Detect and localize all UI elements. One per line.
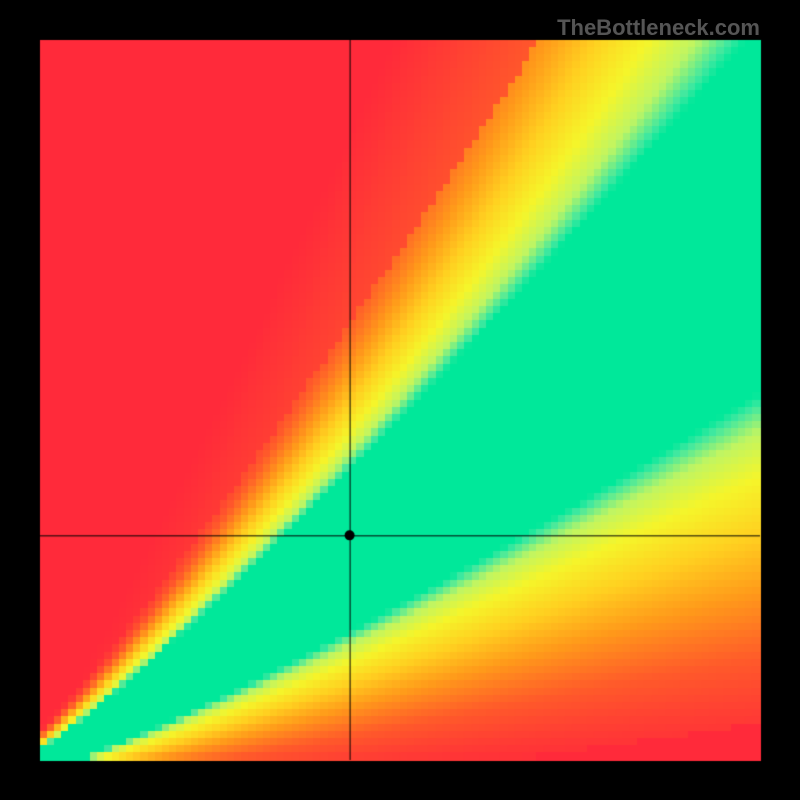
chart-container: TheBottleneck.com xyxy=(0,0,800,800)
watermark-text: TheBottleneck.com xyxy=(557,15,760,41)
bottleneck-heatmap-canvas xyxy=(0,0,800,800)
